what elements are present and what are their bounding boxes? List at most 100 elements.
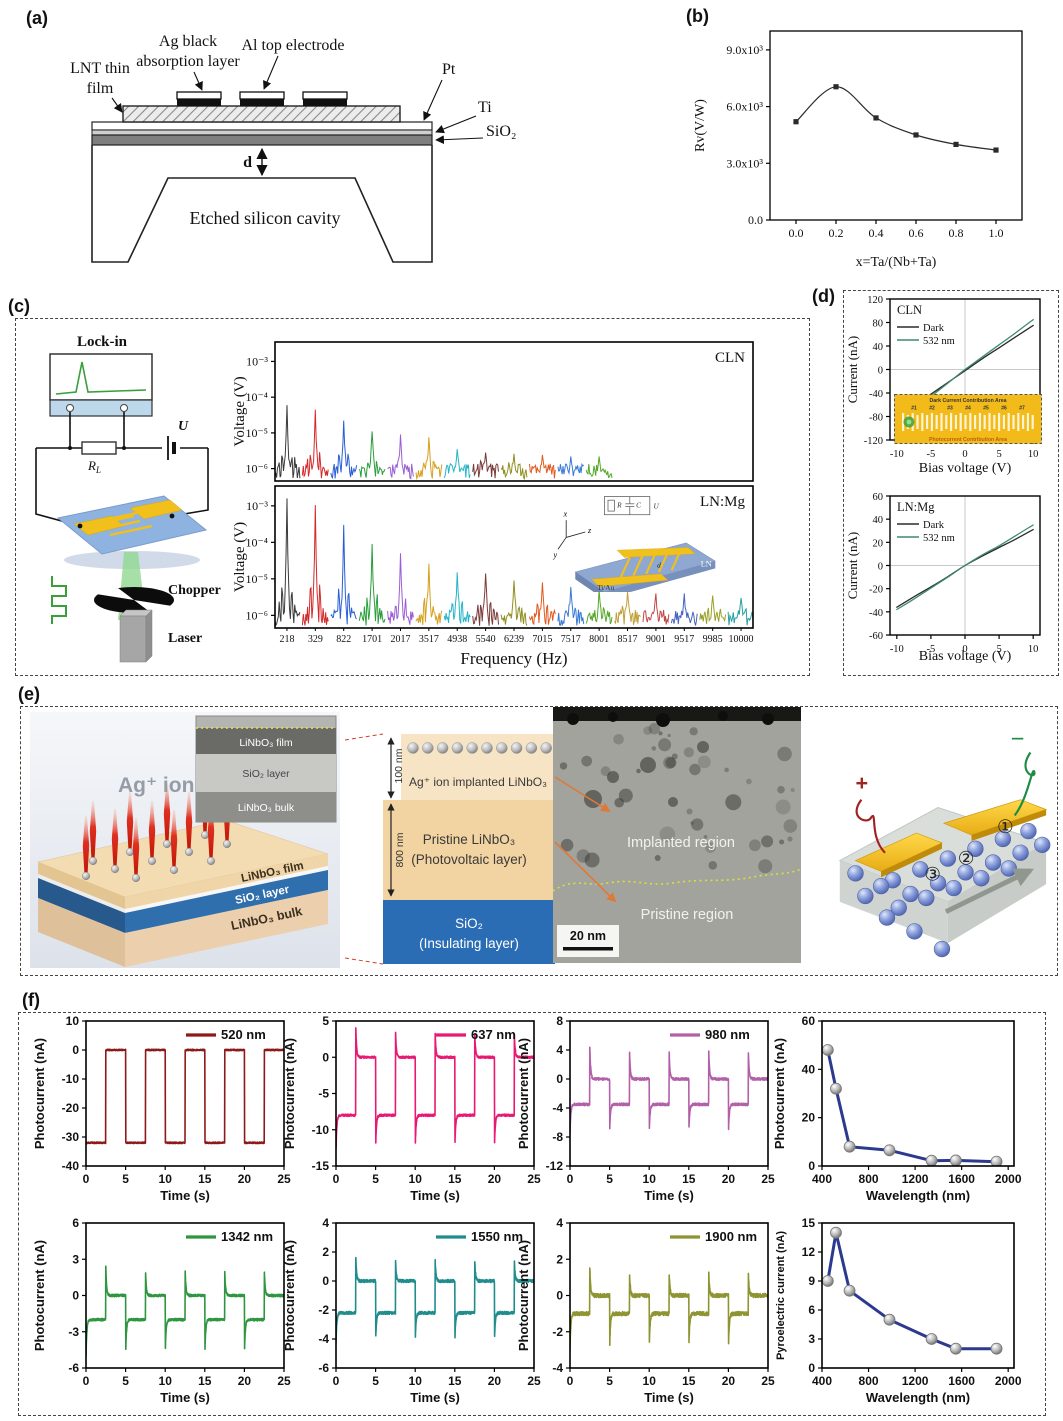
svg-text:#6: #6	[1001, 406, 1007, 412]
svg-text:637 nm: 637 nm	[471, 1027, 516, 1042]
chart-svg-b: 0.0 0.2 0.4 0.6 0.8 1.0 0.0 3.0x10³ 6.0x10³ 9.0x1…	[693, 30, 1023, 270]
svg-text:0: 0	[962, 644, 967, 655]
svg-text:6: 6	[808, 1303, 815, 1317]
pristine-label-2: (Photovoltaic layer)	[411, 852, 527, 867]
svg-text:-4: -4	[552, 1361, 563, 1375]
svg-text:Frequency (Hz): Frequency (Hz)	[460, 649, 567, 668]
panel-a-label: (a)	[26, 8, 48, 28]
svg-text:40: 40	[802, 1062, 816, 1076]
tem-cross-section-inset: LiNbO₃ film SiO₂ layer LiNbO₃ bulk	[195, 715, 337, 823]
svg-text:10⁻⁶: 10⁻⁶	[245, 462, 268, 476]
pt-layer	[91, 121, 433, 131]
svg-text:-4: -4	[552, 1101, 563, 1115]
inset-idt-fingers	[619, 549, 682, 578]
step3-marker: ③	[924, 863, 941, 884]
r-label: R	[616, 501, 622, 509]
svg-text:800: 800	[859, 1374, 879, 1388]
svg-text:5: 5	[322, 1014, 329, 1028]
svg-text:Photocurrent (nA): Photocurrent (nA)	[772, 1038, 787, 1149]
svg-text:Voltage (V): Voltage (V)	[232, 522, 248, 592]
lnt-film	[122, 105, 401, 123]
positive-lead-wire	[855, 799, 886, 854]
svg-text:0: 0	[72, 1043, 79, 1057]
svg-text:CLN: CLN	[715, 350, 745, 366]
tem-top-blobs	[567, 711, 774, 727]
svg-text:20: 20	[873, 538, 884, 549]
svg-text:0: 0	[556, 1072, 563, 1086]
svg-text:1550 nm: 1550 nm	[471, 1229, 523, 1244]
photodetector-3d-schematic: ① ② ③ + −	[838, 726, 1051, 958]
step2-marker: ②	[958, 848, 975, 869]
panel-f-label: (f)	[22, 990, 40, 1010]
svg-text:5: 5	[996, 644, 1001, 655]
svg-text:980 nm: 980 nm	[705, 1027, 750, 1042]
svg-text:400: 400	[812, 1172, 832, 1186]
rc-circuit-box	[604, 496, 651, 516]
svg-text:-80: -80	[869, 413, 883, 424]
svg-text:-3: -3	[68, 1325, 79, 1339]
contact-dot	[77, 523, 83, 529]
svg-text:Photocurrent (nA): Photocurrent (nA)	[32, 1240, 47, 1351]
lockin-front	[49, 399, 153, 417]
depth-label-100nm: 100 nm	[393, 748, 405, 783]
chart-photocurrent-637nm: 0 5 10 15 20 25 5 0 -5 -10 -15 Time (s) Photocurrent…	[280, 1014, 542, 1211]
svg-text:10: 10	[409, 1374, 423, 1388]
ag-nanoparticles	[559, 723, 798, 874]
scalebar-box	[557, 925, 619, 957]
svg-text:Rv(V/W): Rv(V/W)	[693, 99, 708, 152]
photocurrent-area-label: Photocurrent Contribution Area	[929, 437, 1007, 443]
sio2-layer	[91, 134, 433, 146]
lockin-trace	[55, 361, 147, 395]
inset-electrodes	[591, 547, 696, 587]
svg-text:60: 60	[873, 492, 884, 503]
svg-text:-40: -40	[62, 1159, 80, 1173]
svg-text:15: 15	[682, 1172, 696, 1186]
svg-text:218: 218	[279, 634, 294, 645]
svg-text:10: 10	[409, 1172, 423, 1186]
svg-text:0.0: 0.0	[748, 213, 763, 227]
contact-dot	[169, 513, 175, 519]
svg-text:1.0: 1.0	[989, 226, 1004, 240]
svg-text:Photocurrent (nA): Photocurrent (nA)	[32, 1038, 47, 1149]
svg-text:6.0x10³: 6.0x10³	[726, 100, 763, 114]
svg-text:Pyroelectric current (nA): Pyroelectric current (nA)	[775, 1231, 787, 1360]
x-axis-label: x	[562, 510, 567, 519]
svg-text:60: 60	[802, 1014, 816, 1028]
svg-text:-30: -30	[62, 1130, 80, 1144]
chopper-slot	[96, 588, 134, 600]
svg-text:-10: -10	[890, 644, 904, 655]
sio2-label-2: (Insulating layer)	[419, 936, 519, 951]
panel-d-border	[843, 290, 1059, 676]
pt-label: Pt	[442, 61, 456, 78]
agblack-label-1: Ag black	[159, 33, 217, 50]
svg-text:-20: -20	[62, 1101, 80, 1115]
svg-text:Dark: Dark	[923, 520, 945, 531]
ion-implantation-3d-schematic: Ag⁺ ions LiNbO₃ film SiO₂ layer LiNbO₃ b…	[30, 712, 340, 968]
svg-text:10: 10	[643, 1172, 657, 1186]
resistor-symbol	[607, 499, 615, 512]
svg-text:0: 0	[83, 1172, 90, 1186]
panel-e-border	[20, 706, 1058, 976]
svg-text:10⁻⁶: 10⁻⁶	[245, 608, 268, 622]
svg-text:Time (s): Time (s)	[644, 1390, 694, 1405]
tem-inset-film-label: LiNbO₃ film	[239, 737, 293, 749]
svg-text:1342 nm: 1342 nm	[221, 1229, 273, 1244]
svg-text:15: 15	[198, 1172, 212, 1186]
inset-background	[894, 394, 1042, 444]
chart-svg-f_pyro: 400 800 1200 1600 2000 0 3 6 9 12 15 Wavelength (nm…	[775, 1216, 1022, 1405]
tem-noise	[553, 707, 801, 963]
svg-text:2000: 2000	[995, 1172, 1022, 1186]
svg-text:5: 5	[606, 1172, 613, 1186]
svg-text:0: 0	[878, 366, 883, 377]
svg-text:0: 0	[567, 1374, 574, 1388]
region-boundary-line	[553, 868, 801, 892]
agblack-arrow	[193, 71, 203, 91]
svg-text:8: 8	[556, 1014, 563, 1028]
chart-pyroelectric-vs-wavelength: 400 800 1200 1600 2000 0 3 6 9 12 15 Wavelength (nm…	[770, 1216, 1022, 1413]
chart-svg-d_cln: -10 -5 0 5 10 120 80 40 0 -40 -80 -120 Bias voltage …	[845, 295, 1041, 476]
sio2-label: SiO₂	[486, 123, 516, 140]
svg-text:-10: -10	[62, 1072, 80, 1086]
y-axis-label: y	[552, 550, 557, 559]
svg-text:0: 0	[333, 1172, 340, 1186]
